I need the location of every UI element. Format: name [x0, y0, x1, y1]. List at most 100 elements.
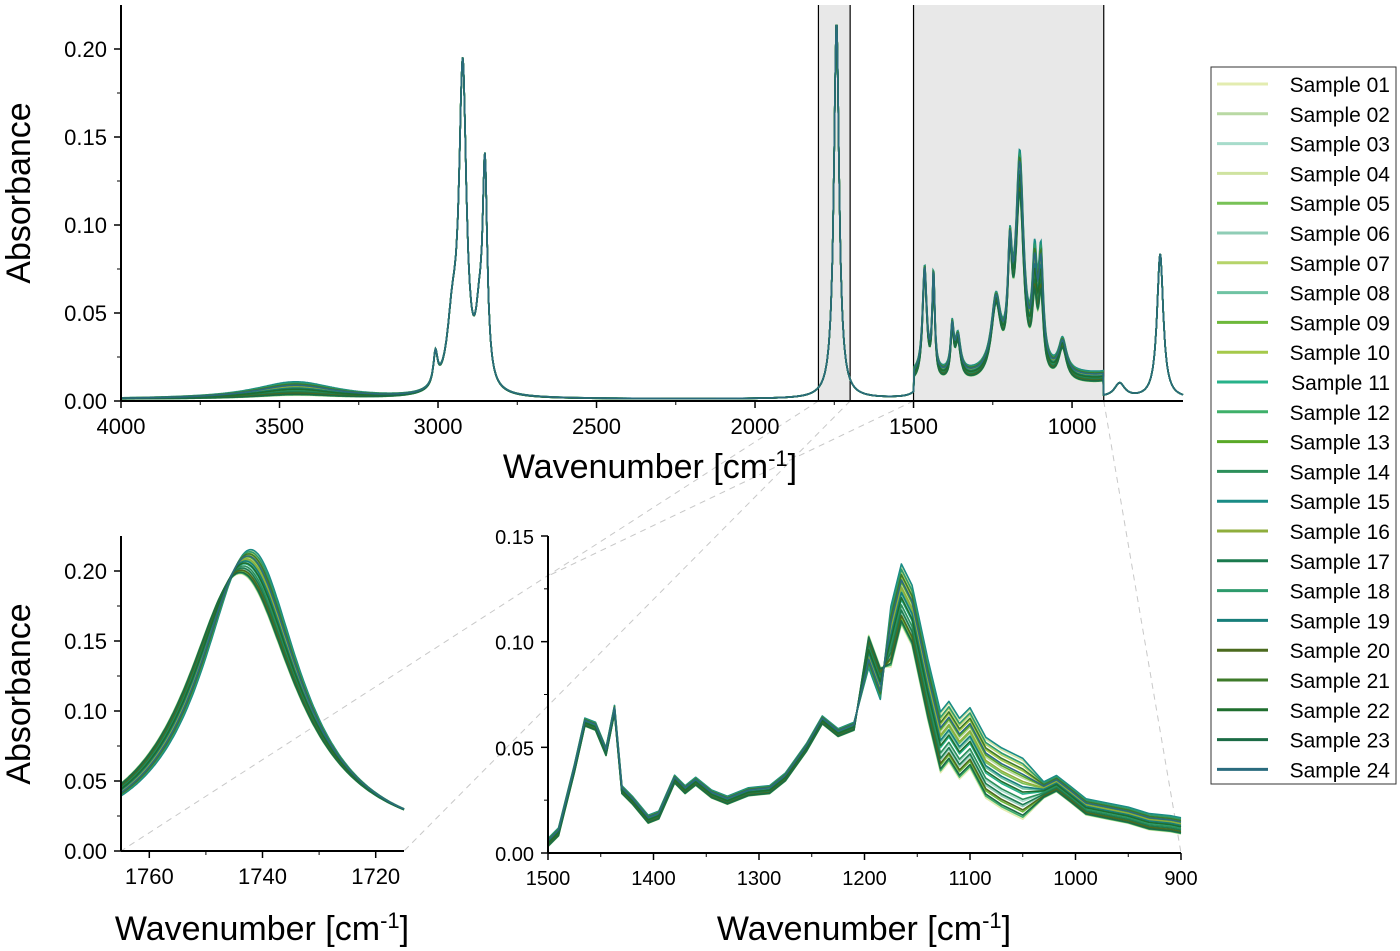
- bl-x-axis-title: Wavenumber [cm-1]: [115, 908, 409, 949]
- legend-item: Sample 09: [1217, 312, 1390, 335]
- fingerprint-zoom-axes: 1500 1400 1300 1200 1100 1000 900 0.00 0.05 0.10 0…: [495, 527, 1198, 890]
- legend: Sample 01 Sample 02 Sample 03 Sample 04 Samp…: [1210, 66, 1397, 785]
- fingerprint-series-line: [547, 620, 1182, 847]
- fingerprint-series-line: [547, 579, 1182, 842]
- bl-y-tick-label: 0.00: [64, 839, 107, 864]
- legend-label: Sample 17: [1290, 551, 1390, 574]
- legend-label: Sample 23: [1290, 730, 1390, 753]
- legend-item: Sample 13: [1217, 432, 1390, 455]
- legend-label: Sample 09: [1290, 312, 1390, 335]
- legend-item: Sample 05: [1217, 193, 1390, 216]
- legend-item: Sample 14: [1217, 461, 1390, 484]
- br-y-tick-label: 0.00: [495, 844, 534, 866]
- legend-item: Sample 22: [1217, 700, 1390, 723]
- legend-label: Sample 08: [1290, 283, 1390, 306]
- top-x-tick-label: 3500: [255, 414, 304, 439]
- br-x-axis-title: Wavenumber [cm-1]: [717, 908, 1011, 949]
- zoom-guide-line: [547, 400, 914, 577]
- legend-item: Sample 18: [1217, 581, 1390, 604]
- br-y-tick-label: 0.10: [495, 633, 534, 655]
- zoom-guide-line: [403, 400, 851, 852]
- legend-label: Sample 21: [1290, 670, 1390, 693]
- top-y-tick-label: 0.20: [64, 37, 107, 62]
- carbonyl-series-line: [120, 572, 405, 811]
- carbonyl-series-line: [120, 571, 405, 811]
- legend-label: Sample 15: [1290, 491, 1390, 514]
- legend-label: Sample 04: [1290, 163, 1391, 186]
- carbonyl-series-line: [120, 570, 405, 811]
- carbonyl-zoom-panel: 1760 1740 1720 0.00 0.05 0.10 0.15 0.20 Absorba…: [0, 536, 409, 948]
- legend-label: Sample 06: [1290, 223, 1390, 246]
- br-x-tick-label: 1400: [631, 868, 676, 890]
- legend-item: Sample 02: [1217, 104, 1390, 127]
- br-y-tick-label: 0.05: [495, 738, 534, 760]
- top-spectrum-curves: [121, 24, 1184, 400]
- legend-label: Sample 10: [1290, 342, 1390, 365]
- legend-item: Sample 08: [1217, 283, 1390, 306]
- legend-item: Sample 20: [1217, 640, 1390, 663]
- carbonyl-series-line: [120, 572, 405, 811]
- legend-item: Sample 03: [1217, 134, 1390, 157]
- legend-item: Sample 19: [1217, 610, 1390, 633]
- legend-item: Sample 12: [1217, 402, 1390, 425]
- legend-label: Sample 18: [1290, 581, 1390, 604]
- legend-label: Sample 13: [1290, 432, 1390, 455]
- br-x-tick-label: 1300: [737, 868, 782, 890]
- br-x-tick-label: 900: [1164, 868, 1197, 890]
- zoom-guide-line: [1103, 400, 1182, 854]
- legend-label: Sample 03: [1290, 134, 1390, 157]
- fingerprint-series-line: [547, 563, 1182, 840]
- carbonyl-series-line: [120, 555, 405, 810]
- legend-label: Sample 22: [1290, 700, 1390, 723]
- top-y-tick-label: 0.05: [64, 301, 107, 326]
- top-x-tick-label: 4000: [97, 414, 146, 439]
- legend-label: Sample 12: [1290, 402, 1390, 425]
- highlight-region-2: [913, 5, 1104, 401]
- legend-label: Sample 19: [1290, 610, 1390, 633]
- legend-label: Sample 16: [1290, 521, 1390, 544]
- bl-y-axis-title: Absorbance: [0, 603, 38, 784]
- bl-x-tick-label: 1740: [238, 864, 287, 889]
- top-x-axis-title: Wavenumber [cm-1]: [503, 446, 797, 487]
- top-x-tick-label: 2000: [731, 414, 780, 439]
- top-axes: 4000 3500 3000 2500 2000 1500 1000 0.00 0.05 0.10…: [64, 5, 1183, 439]
- carbonyl-series-line: [120, 567, 405, 811]
- br-y-tick-label: 0.15: [495, 527, 534, 549]
- legend-item: Sample 15: [1217, 491, 1390, 514]
- legend-item: Sample 10: [1217, 342, 1390, 365]
- fingerprint-zoom-panel: 1500 1400 1300 1200 1100 1000 900 0.00 0.05 0.10 0…: [495, 527, 1198, 948]
- legend-item: Sample 01: [1217, 74, 1390, 97]
- legend-label: Sample 05: [1290, 193, 1390, 216]
- bl-y-tick-label: 0.10: [64, 699, 107, 724]
- top-x-tick-label: 1000: [1048, 414, 1097, 439]
- legend-item: Sample 16: [1217, 521, 1390, 544]
- legend-item: Sample 11: [1217, 372, 1390, 395]
- legend-label: Sample 14: [1290, 461, 1391, 484]
- highlighted-regions: [817, 5, 1105, 401]
- zoom-guide-lines: [120, 400, 1182, 854]
- legend-frame: [1210, 66, 1397, 785]
- legend-item: Sample 24: [1217, 759, 1390, 782]
- bl-y-tick-label: 0.20: [64, 559, 107, 584]
- bl-y-tick-label: 0.15: [64, 629, 107, 654]
- legend-item: Sample 06: [1217, 223, 1390, 246]
- fingerprint-zoom-curves: [547, 563, 1182, 848]
- legend-item: Sample 21: [1217, 670, 1390, 693]
- legend-label: Sample 20: [1290, 640, 1390, 663]
- top-x-tick-label: 1500: [889, 414, 938, 439]
- carbonyl-zoom-curves: [120, 548, 405, 811]
- br-x-tick-label: 1200: [842, 868, 887, 890]
- legend-label: Sample 02: [1290, 104, 1390, 127]
- br-x-tick-label: 1000: [1053, 868, 1098, 890]
- top-y-tick-label: 0.15: [64, 125, 107, 150]
- bl-x-tick-label: 1720: [351, 864, 400, 889]
- top-y-tick-label: 0.10: [64, 213, 107, 238]
- top-spectrum-panel: 4000 3500 3000 2500 2000 1500 1000 0.00 0.05 0.10…: [0, 5, 1184, 487]
- br-x-tick-label: 1100: [948, 868, 991, 890]
- legend-label: Sample 07: [1290, 253, 1390, 276]
- bl-x-tick-label: 1760: [125, 864, 174, 889]
- legend-item: Sample 23: [1217, 730, 1390, 753]
- top-series-line: [121, 24, 1184, 400]
- top-y-axis-title: Absorbance: [0, 102, 38, 283]
